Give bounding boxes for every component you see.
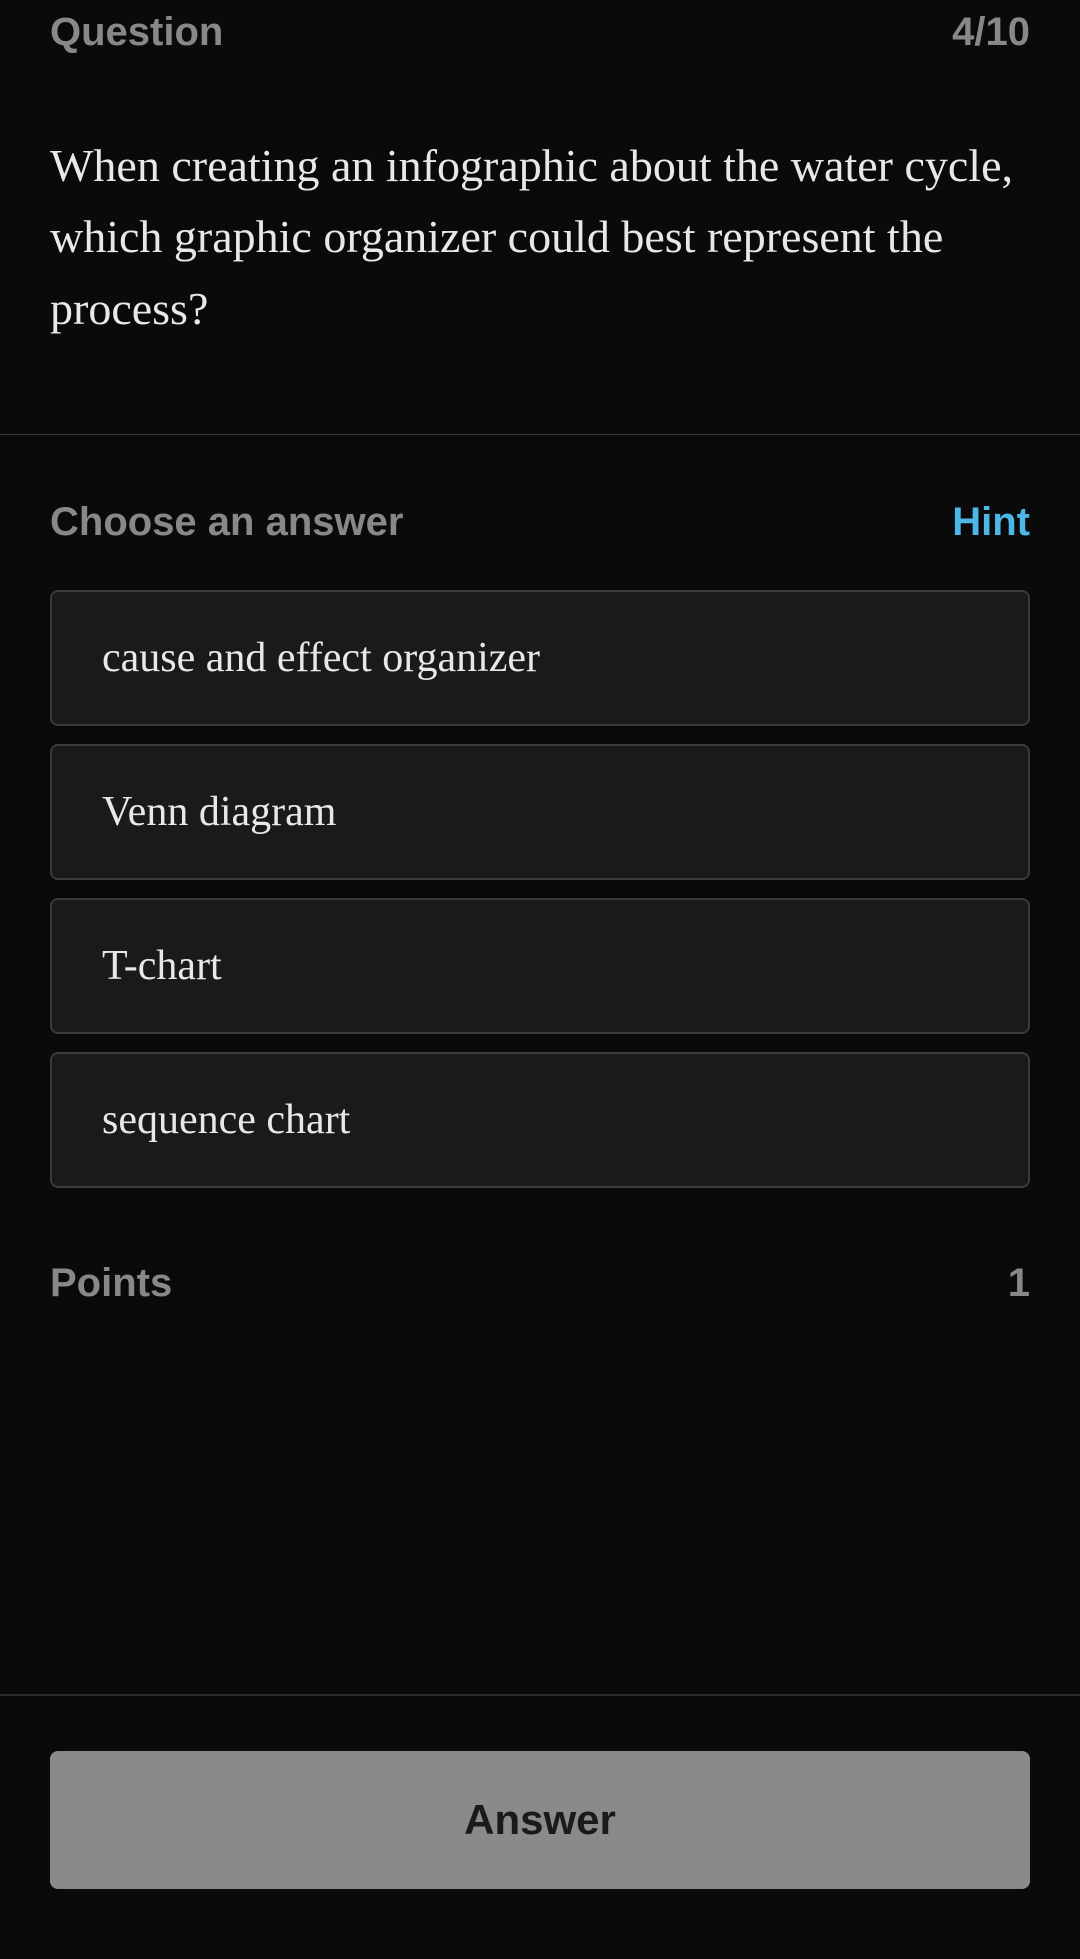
question-header: Question 4/10 xyxy=(0,0,1080,55)
points-row: Points 1 xyxy=(0,1206,1080,1306)
option-b[interactable]: Venn diagram xyxy=(50,744,1030,880)
options-container: cause and effect organizer Venn diagram … xyxy=(0,590,1080,1188)
option-d[interactable]: sequence chart xyxy=(50,1052,1030,1188)
choose-answer-label: Choose an answer xyxy=(50,500,403,545)
answer-header: Choose an answer Hint xyxy=(0,435,1080,590)
option-a[interactable]: cause and effect organizer xyxy=(50,590,1030,726)
question-counter: 4/10 xyxy=(952,10,1030,55)
option-c[interactable]: T-chart xyxy=(50,898,1030,1034)
question-label: Question xyxy=(50,10,223,55)
points-label: Points xyxy=(50,1261,172,1306)
question-text: When creating an infographic about the w… xyxy=(0,55,1080,434)
answer-button[interactable]: Answer xyxy=(50,1751,1030,1889)
points-value: 1 xyxy=(1008,1261,1030,1306)
hint-button[interactable]: Hint xyxy=(952,500,1030,545)
footer: Answer xyxy=(0,1694,1080,1959)
